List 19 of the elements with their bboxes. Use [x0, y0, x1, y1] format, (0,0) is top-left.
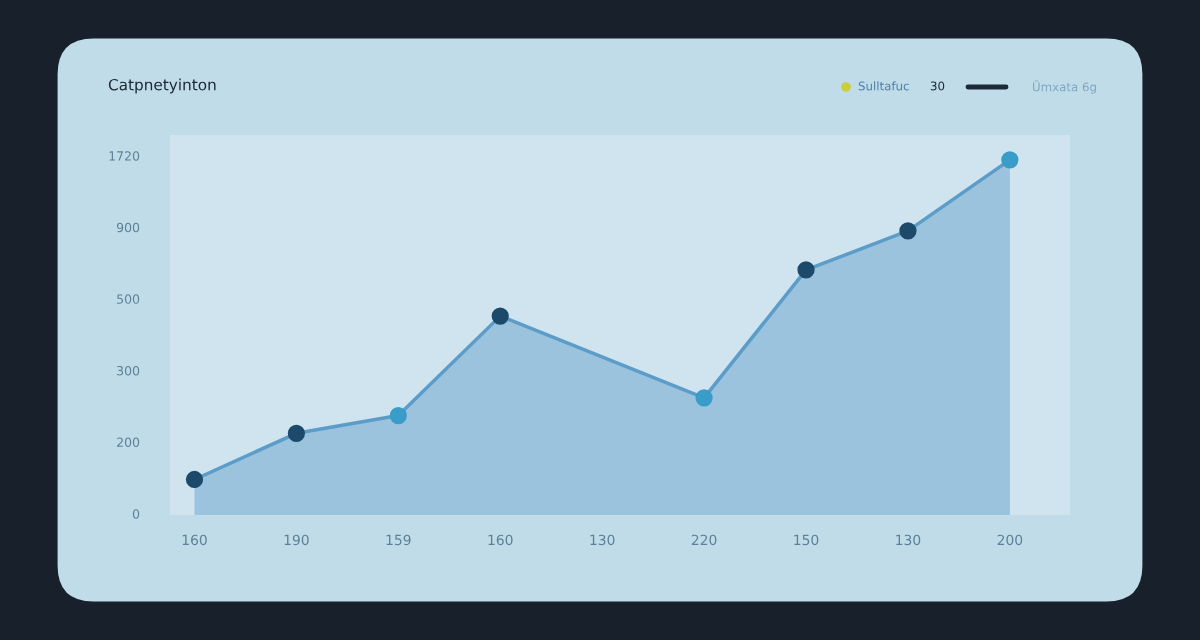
text: 1720: [109, 151, 140, 161]
chart-title: Catpnetyinton: [108, 78, 216, 94]
text: 0: [132, 509, 140, 519]
x-tick-label: 160: [182, 534, 207, 546]
text: 30: [930, 81, 945, 91]
x-tick-label: 220: [691, 534, 717, 546]
x-tick-label: 160: [488, 534, 513, 546]
x-tick-label: 150: [794, 534, 819, 546]
x-tick-label: 130: [590, 534, 615, 546]
text: Ũmxata 6g: [1033, 80, 1096, 94]
x-tick-label: 200: [997, 534, 1023, 546]
x-tick-label: 159: [386, 534, 411, 546]
text: 900: [116, 222, 140, 233]
text: 300: [117, 365, 140, 376]
text: 500: [117, 294, 140, 304]
text: 200: [117, 437, 140, 448]
x-tick-label: 190: [284, 534, 309, 546]
x-tick-label: 130: [896, 534, 921, 546]
text: Sulltafuc: [858, 81, 909, 91]
